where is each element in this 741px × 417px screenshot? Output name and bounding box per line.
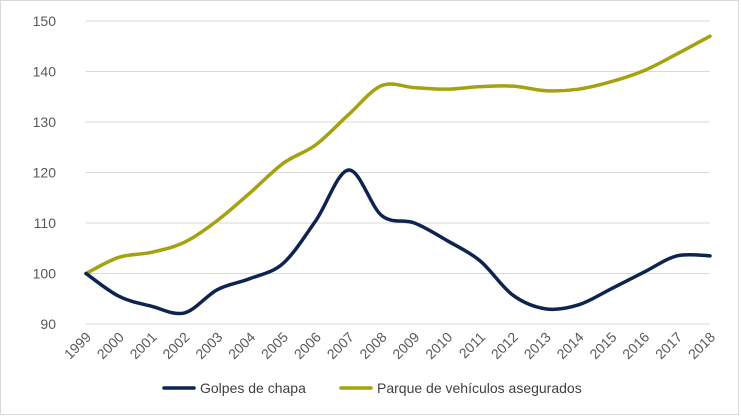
x-axis-ticks: 1999 2000 2001 2002 2003 2004 2005 2006 2007 2008… [61, 329, 718, 362]
x-tick-label: 2017 [652, 329, 685, 362]
x-tick-label: 2004 [225, 329, 258, 362]
x-tick-label: 2012 [488, 329, 521, 362]
y-tick-label: 120 [33, 165, 57, 181]
y-tick-label: 140 [33, 64, 57, 80]
x-tick-label: 2013 [521, 329, 554, 362]
y-tick-label: 150 [33, 13, 57, 29]
x-tick-label: 2010 [422, 329, 455, 362]
y-tick-label: 130 [33, 114, 57, 130]
x-tick-label: 2002 [159, 329, 192, 362]
x-tick-label: 2018 [685, 329, 718, 362]
x-tick-label: 2008 [356, 329, 389, 362]
legend: Golpes de chapa Parque de vehículos asegu… [162, 380, 582, 396]
y-tick-label: 90 [40, 316, 56, 332]
x-tick-label: 2007 [324, 329, 357, 362]
x-tick-label: 2014 [553, 329, 586, 362]
x-tick-label: 2006 [291, 329, 324, 362]
x-tick-label: 2009 [389, 329, 422, 362]
legend-label-1: Parque de vehículos asegurados [377, 380, 582, 396]
legend-label-0: Golpes de chapa [200, 380, 306, 396]
x-tick-label: 2003 [192, 329, 225, 362]
x-tick-label: 2000 [94, 329, 127, 362]
gridlines [86, 20, 710, 325]
y-tick-label: 110 [34, 215, 57, 231]
y-axis-ticks: 90 100 110 120 130 140 150 [33, 13, 57, 332]
x-tick-label: 2015 [586, 329, 619, 362]
x-tick-label: 1999 [61, 329, 94, 362]
y-tick-label: 100 [33, 266, 57, 282]
series-line-0 [84, 168, 712, 316]
series-line-1 [84, 34, 712, 276]
series-lines [84, 34, 712, 316]
x-tick-label: 2005 [258, 329, 291, 362]
x-tick-label: 2016 [619, 329, 652, 362]
x-tick-label: 2011 [456, 329, 489, 362]
x-tick-label: 2001 [126, 329, 159, 362]
